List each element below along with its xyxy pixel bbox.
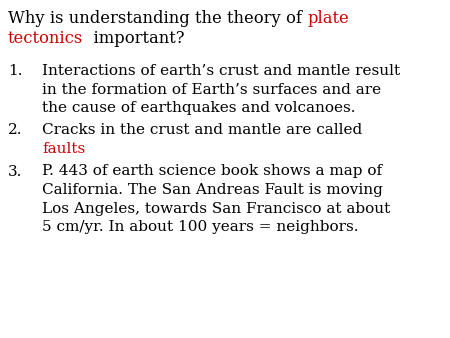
Text: the cause of earthquakes and volcanoes.: the cause of earthquakes and volcanoes. xyxy=(42,101,356,115)
Text: faults: faults xyxy=(42,142,85,156)
Text: 3.: 3. xyxy=(8,165,22,178)
Text: P. 443 of earth science book shows a map of: P. 443 of earth science book shows a map… xyxy=(42,165,382,178)
Text: Interactions of earth’s crust and mantle result: Interactions of earth’s crust and mantle… xyxy=(42,64,400,78)
Text: 5 cm/yr. In about 100 years = neighbors.: 5 cm/yr. In about 100 years = neighbors. xyxy=(42,220,359,234)
Text: 2.: 2. xyxy=(8,123,22,138)
Text: Los Angeles, towards San Francisco at about: Los Angeles, towards San Francisco at ab… xyxy=(42,201,390,216)
Text: important?: important? xyxy=(83,30,185,47)
Text: Why is understanding the theory of: Why is understanding the theory of xyxy=(8,10,307,27)
Text: in the formation of Earth’s surfaces and are: in the formation of Earth’s surfaces and… xyxy=(42,82,381,97)
Text: California. The San Andreas Fault is moving: California. The San Andreas Fault is mov… xyxy=(42,183,383,197)
Text: tectonics: tectonics xyxy=(8,30,83,47)
Text: plate: plate xyxy=(307,10,349,27)
Text: 1.: 1. xyxy=(8,64,22,78)
Text: Cracks in the crust and mantle are called: Cracks in the crust and mantle are calle… xyxy=(42,123,362,138)
